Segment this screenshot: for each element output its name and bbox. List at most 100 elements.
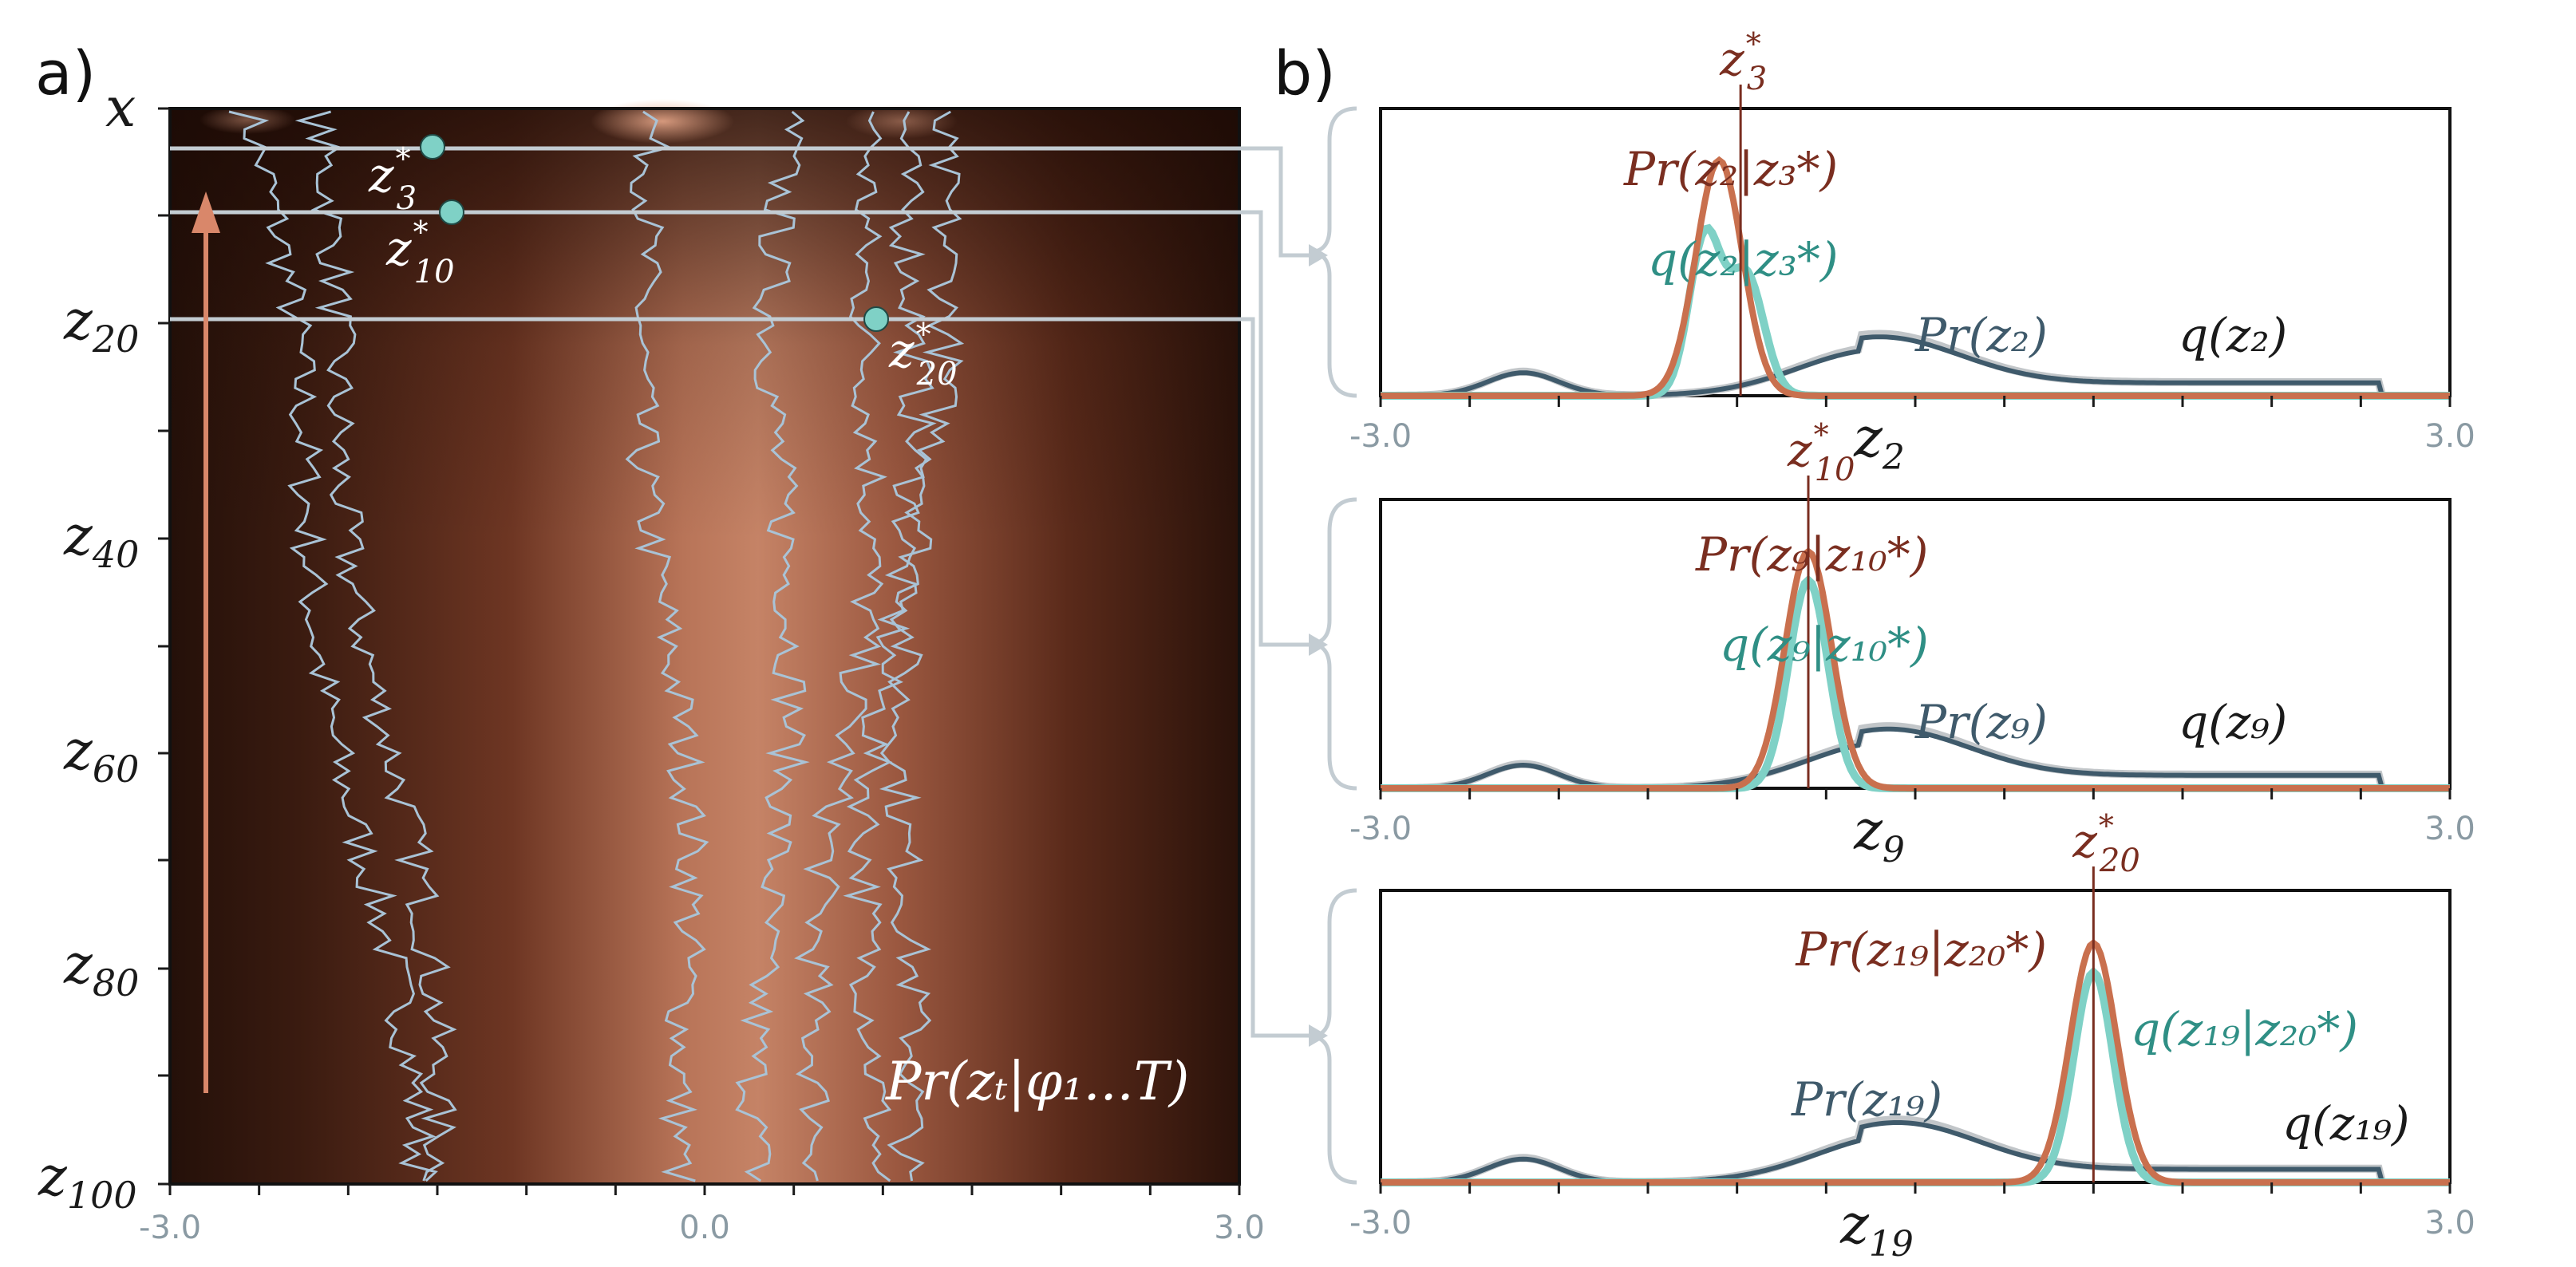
- b-axis-sub: 19: [1869, 1224, 1914, 1265]
- svg-text:z100: z100: [38, 1146, 137, 1217]
- a-xtick-left: -3.0: [139, 1210, 201, 1246]
- b-panel-frame: [1379, 889, 2452, 1184]
- row-label-z100-base: z: [38, 1146, 68, 1209]
- panel-brace: [1308, 497, 1357, 791]
- sample-trace: [228, 110, 438, 1182]
- b-xtick-left: -3.0: [1349, 418, 1412, 455]
- observed-label: z* 20: [2072, 808, 2139, 879]
- sample-dot-z10: [439, 199, 464, 225]
- conditional-approx-label: q(z₁₉|z₂₀*): [2131, 1002, 2358, 1056]
- b-axis-label: z9: [1853, 799, 1905, 870]
- conditional-approx-label: q(z₂|z₃*): [1648, 232, 1839, 286]
- observed-sup: *: [1814, 417, 1829, 452]
- svg-text:z*10: z* 10: [385, 215, 455, 290]
- sample-dot-z3: [420, 134, 445, 160]
- observed-base: z: [2072, 814, 2097, 868]
- svg-text:z20: z20: [63, 290, 139, 361]
- conditional-true-label: Pr(z₂|z₃*): [1623, 142, 1838, 196]
- sample-trace: [843, 111, 937, 1182]
- prior-true-label: Pr(z₉): [1914, 695, 2048, 749]
- row-label-z80-base: z: [63, 933, 93, 997]
- prior-approx-label: q(z₁₉): [2282, 1096, 2409, 1151]
- prior-true-curve: [1381, 1120, 2450, 1185]
- b-axis-sub: 9: [1883, 830, 1905, 870]
- panel-brace: [1308, 888, 1357, 1185]
- prior-true-label: Pr(z₂): [1914, 308, 2048, 362]
- sample-traces: [228, 110, 965, 1182]
- sample-z3-sub: 3: [397, 180, 417, 217]
- sample-z3-sup: *: [396, 141, 411, 176]
- observed-sup: *: [1746, 26, 1761, 61]
- observed-label: z* 10: [1787, 417, 1855, 488]
- observed-sub: 3: [1747, 61, 1767, 97]
- sample-z10-base: z: [385, 221, 412, 277]
- sample-z20-base: z: [888, 323, 915, 379]
- svg-text:z*3: z* 3: [368, 141, 417, 217]
- prior-true-curve: [1381, 334, 2450, 398]
- density-label: Pr(zₜ|φ₁...T): [885, 1051, 1189, 1112]
- time-arrow: [192, 191, 220, 1093]
- row-label-z20-sub: 20: [92, 318, 140, 361]
- a-row-labels: z20 z40 z60 z80 z100: [38, 290, 139, 1217]
- svg-text:z40: z40: [63, 505, 139, 576]
- b-axis-base: z: [1839, 1194, 1870, 1257]
- a-row-label-x: x: [105, 77, 136, 140]
- sample-z20-sup: *: [916, 317, 931, 352]
- b-xtick-right: 3.0: [2424, 1205, 2475, 1241]
- b-axis-sub: 2: [1882, 437, 1905, 478]
- b-xtick-right: 3.0: [2424, 418, 2475, 455]
- conditional-true-label: Pr(z₁₉|z₂₀*): [1795, 922, 2047, 977]
- observed-label: z* 3: [1719, 26, 1767, 97]
- prior-approx-label: q(z₉): [2179, 695, 2287, 749]
- sample-trace: [294, 110, 457, 1182]
- b-xtick-left: -3.0: [1349, 1205, 1412, 1241]
- panel-a-label: a): [35, 37, 96, 109]
- observed-sup: *: [2099, 808, 2114, 843]
- svg-text:z60: z60: [63, 720, 139, 791]
- row-label-z20-base: z: [63, 290, 93, 353]
- row-label-z80-sub: 80: [93, 961, 140, 1005]
- sample-trace: [625, 110, 709, 1182]
- conditional-true-label: Pr(z₉|z₁₀*): [1695, 527, 1928, 582]
- sample-z3-base: z: [368, 148, 394, 203]
- observed-base: z: [1787, 423, 1812, 477]
- a-xtick-mid: 0.0: [679, 1210, 730, 1246]
- b-axis-base: z: [1853, 799, 1883, 862]
- a-xticks: [168, 1184, 1241, 1195]
- b-axis-label: z19: [1839, 1194, 1914, 1265]
- b-panel-frame: [1379, 107, 2452, 397]
- prior-true-label: Pr(z₁₉): [1791, 1072, 1942, 1127]
- svg-text:z80: z80: [63, 933, 139, 1005]
- sample-z10-sup: *: [413, 215, 429, 250]
- row-label-z100-sub: 100: [67, 1174, 137, 1217]
- sample-labels: z* 3 z* 10 z* 20: [368, 141, 958, 393]
- b-axis-label: z2: [1853, 407, 1905, 478]
- prior-approx-label: q(z₂): [2179, 308, 2287, 362]
- sample-trace: [879, 110, 965, 1182]
- panel-b-label: b): [1274, 37, 1336, 109]
- row-label-z40-base: z: [63, 505, 93, 568]
- observed-base: z: [1719, 32, 1744, 86]
- row-label-z60-base: z: [63, 720, 93, 783]
- b-xtick-right: 3.0: [2424, 811, 2475, 847]
- b-panels: z* 3Pr(z₂|z₃*)q(z₂|z₃*)Pr(z₂) q(z₂)-3.0 3.0…: [1308, 26, 2475, 1265]
- b-axis-base: z: [1853, 407, 1883, 470]
- b-xtick-left: -3.0: [1349, 811, 1412, 847]
- a-xtick-right: 3.0: [1214, 1210, 1265, 1246]
- a-yticks: [158, 107, 170, 1186]
- b-panel-1: z* 3Pr(z₂|z₃*)q(z₂|z₃*)Pr(z₂) q(z₂)-3.0 3.0…: [1308, 26, 2475, 478]
- sample-trace: [794, 111, 887, 1182]
- observed-sub: 20: [2099, 843, 2140, 879]
- sample-trace: [735, 110, 810, 1182]
- b-panel-frame: [1379, 498, 2452, 790]
- a-xtick-labels: -3.0 0.0 3.0: [139, 1210, 1265, 1246]
- prior-true-curve: [1381, 726, 2450, 791]
- row-label-z60-sub: 60: [93, 748, 140, 791]
- sample-dots: [420, 134, 889, 332]
- svg-text:z*20: z* 20: [888, 317, 958, 393]
- sample-z10-sub: 10: [414, 254, 455, 290]
- panel-brace: [1308, 106, 1357, 398]
- conditional-approx-label: q(z₉|z₁₀*): [1720, 618, 1929, 672]
- observed-sub: 10: [1815, 452, 1855, 488]
